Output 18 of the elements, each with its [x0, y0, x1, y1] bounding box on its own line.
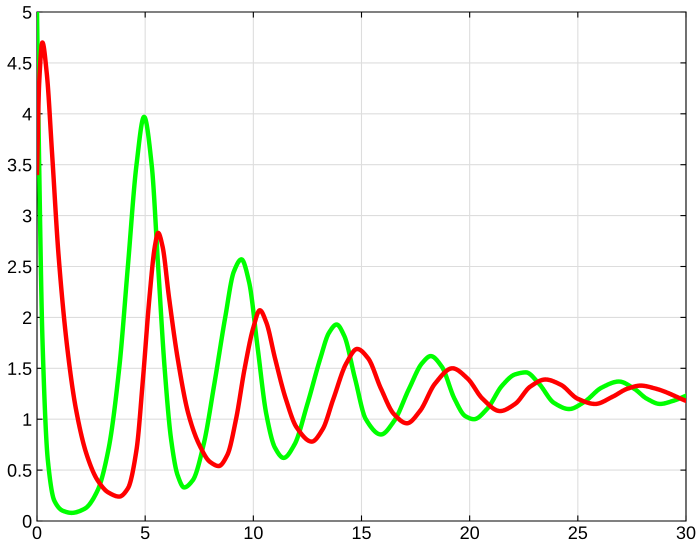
- y-tick-label: 4: [22, 108, 32, 120]
- x-tick-label: 30: [676, 526, 696, 540]
- x-tick-label: 5: [140, 526, 150, 540]
- y-tick-label: 0.5: [8, 464, 32, 477]
- y-tick-label: 4.5: [7, 57, 32, 70]
- y-tick-label: 1: [23, 413, 32, 426]
- y-tick-label: 1.5: [8, 362, 32, 376]
- x-tick-label: 20: [460, 526, 480, 540]
- y-tick-label: 5: [22, 6, 32, 19]
- y-tick-label: 0: [22, 514, 32, 528]
- x-tick-label: 25: [568, 526, 588, 540]
- x-tick-label: 0: [32, 526, 42, 540]
- y-tick-label: 3.5: [8, 158, 32, 172]
- x-tick-label: 15: [352, 526, 371, 540]
- y-tick-label: 2: [23, 311, 32, 324]
- y-tick-label: 2.5: [8, 260, 32, 274]
- y-tick-label: 3: [22, 210, 32, 222]
- x-tick-label: 10: [244, 526, 263, 540]
